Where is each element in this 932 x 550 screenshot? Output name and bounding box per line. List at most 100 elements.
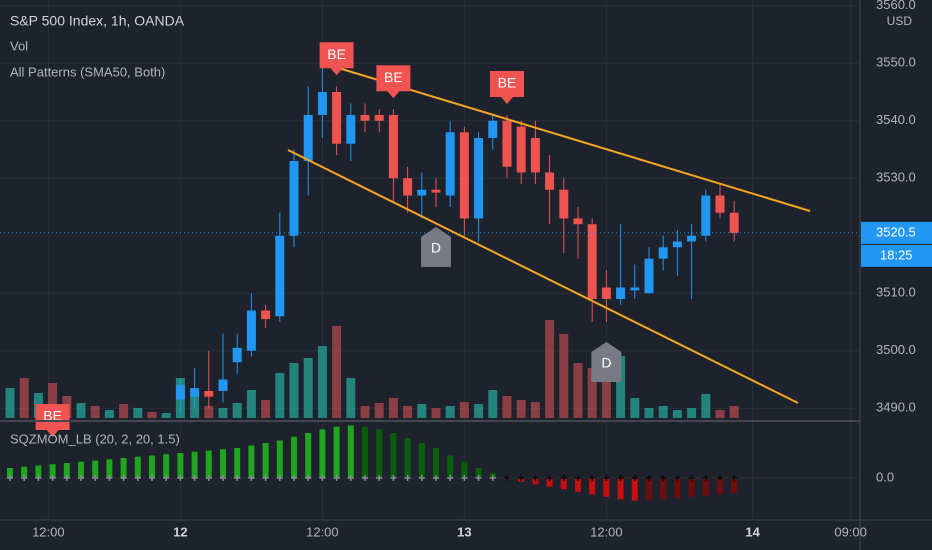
candle-body [545,172,555,190]
squeeze-cross [432,475,439,481]
squeeze-cross [688,475,695,481]
candle-body [445,132,455,196]
momentum-bar [163,454,170,478]
candle-body [559,189,569,219]
squeeze-cross [276,475,283,481]
squeeze-cross [617,475,624,481]
volume-bar [275,373,285,418]
candle-body [275,235,285,317]
candle-body [658,247,668,259]
candle-body [630,287,640,291]
squeeze-cross [589,475,596,481]
pattern-marker [489,70,524,104]
momentum-bar [560,478,567,490]
momentum-bar [546,478,553,487]
momentum-bar [716,478,723,495]
momentum-bar [333,426,340,478]
candle-body [616,287,626,299]
squeeze-cross [219,475,226,481]
momentum-bar [447,455,454,478]
candle-body [232,347,242,363]
momentum-bar [205,450,212,478]
squeeze-cross [489,475,496,481]
momentum-bar [361,426,368,478]
squeeze-cross [77,475,84,481]
volume-bar [133,408,143,418]
pattern-label: BE [384,69,403,85]
momentum-bar [674,478,681,498]
candle-body [516,126,526,173]
volume-bar [261,400,271,418]
squeeze-cross [404,475,411,481]
squeeze-cross [674,475,681,481]
momentum-bar [191,451,198,478]
squeeze-cross [560,475,567,481]
momentum-bar [390,433,397,478]
countdown-box [861,244,932,267]
candle-body [431,189,441,193]
y-tick-label: 3490.0 [876,400,916,415]
x-tick-label: 12:00 [32,524,65,539]
indicator-title: SQZMOM_LB (20, 2, 20, 1.5) [10,431,180,446]
squeeze-cross [447,475,454,481]
last-price-box [861,221,932,244]
patterns-legend: All Patterns (SMA50, Both) [10,64,165,79]
volume-bar [445,406,455,418]
momentum-bar [92,460,99,478]
momentum-bar [688,478,695,497]
candle-body [644,258,654,294]
momentum-bar [177,453,184,478]
momentum-bar [276,440,283,478]
squeeze-cross [234,475,241,481]
squeeze-cross [205,475,212,481]
x-tick-label: 13 [457,524,471,539]
momentum-bar [35,465,42,478]
momentum-bar [532,478,539,485]
volume-bar [204,406,214,418]
symbol-title: S&P 500 Index, 1h, OANDA [10,13,185,29]
candle-body [360,114,370,121]
volume-bar [417,404,427,418]
squeeze-cross [603,475,610,481]
y-tick-label: 3530.0 [876,170,916,185]
volume-bar [374,403,384,418]
volume-bar [516,400,526,418]
momentum-bar [290,436,297,478]
pattern-marker [376,65,411,99]
momentum-bar [574,478,581,492]
candle-body [715,195,725,213]
candle-body [587,224,597,299]
squeeze-cross [106,475,113,481]
volume-bar [232,403,242,418]
volume-bar [360,406,370,418]
squeeze-cross [92,475,99,481]
squeeze-cross [645,475,652,481]
momentum-bar [305,433,312,478]
momentum-bar [603,478,610,497]
volume-bar [161,413,171,418]
volume-bar [147,412,157,418]
volume-bar [303,358,313,418]
momentum-bar [120,458,127,478]
y-tick-label: 3550.0 [876,55,916,70]
candle-body [261,310,271,320]
squeeze-cross [546,475,553,481]
volume-legend: Vol [10,38,28,53]
squeeze-cross [660,475,667,481]
volume-bar [502,396,512,418]
momentum-bar [418,443,425,478]
squeeze-cross [347,475,354,481]
pattern-marker [420,226,451,267]
y-tick-label: 0.0 [876,469,894,484]
x-tick-label: 12 [173,524,187,539]
momentum-bar [106,459,113,478]
squeeze-cross [290,475,297,481]
volume-bar [488,390,498,418]
candle-body [573,218,583,225]
volume-bar [317,346,327,418]
squeeze-cross [475,475,482,481]
momentum-bar [376,429,383,478]
candle-body [687,235,697,242]
